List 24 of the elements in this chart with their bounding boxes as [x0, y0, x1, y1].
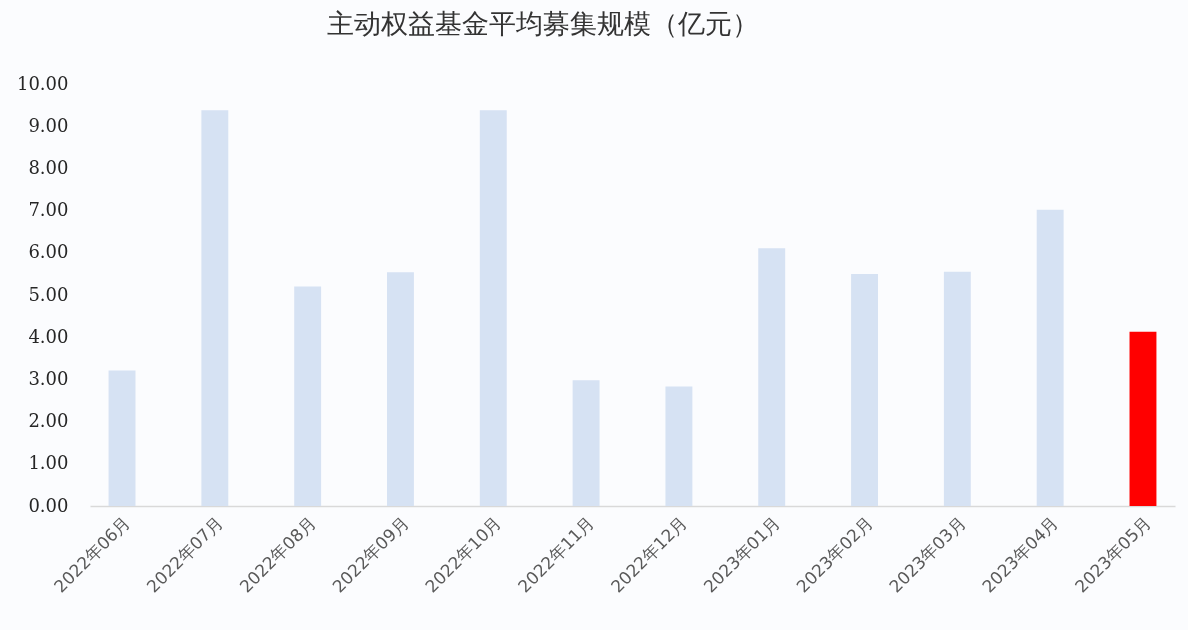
bar: [294, 286, 322, 506]
y-tick-label: 5.00: [28, 283, 69, 305]
y-tick-label: 10.00: [16, 72, 69, 94]
y-tick-label: 9.00: [28, 114, 69, 136]
bar: [201, 110, 229, 506]
y-tick-label: 7.00: [28, 199, 69, 221]
bar: [572, 380, 600, 506]
y-tick-label: 3.00: [28, 367, 69, 389]
y-tick-label: 4.00: [28, 325, 69, 347]
bar: [1036, 209, 1064, 506]
bar: [851, 273, 878, 506]
y-tick-label: 6.00: [28, 241, 69, 263]
chart-title: 主动权益基金平均募集规模（亿元）: [326, 8, 759, 39]
bar: [665, 386, 693, 506]
y-tick-label: 1.00: [28, 452, 69, 474]
bar: [943, 271, 971, 506]
bar: [1129, 331, 1157, 506]
y-tick-label: 2.00: [28, 410, 69, 432]
y-tick-label: 8.00: [28, 156, 69, 178]
bar: [387, 272, 414, 506]
bar: [108, 370, 136, 506]
y-tick-label: 0.00: [28, 494, 69, 516]
bar: [758, 248, 786, 506]
bar: [479, 110, 507, 506]
